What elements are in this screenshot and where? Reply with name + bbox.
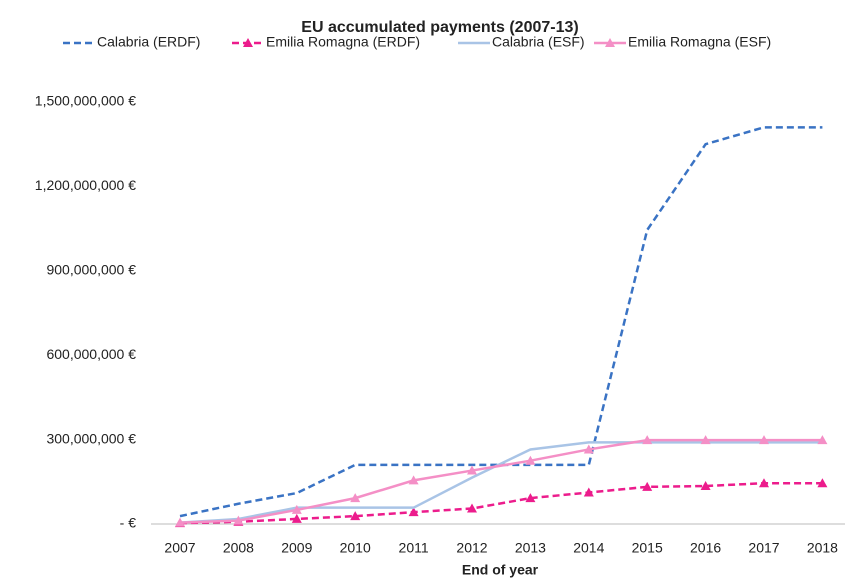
point-marker	[175, 517, 185, 527]
point-marker	[583, 444, 594, 454]
point-marker	[700, 435, 711, 445]
point-marker	[467, 465, 477, 475]
point-marker	[759, 435, 769, 445]
series-line	[179, 441, 823, 524]
point-marker	[583, 487, 594, 497]
x-tick-label: 2018	[807, 540, 838, 556]
point-marker	[642, 435, 653, 445]
chart-title: EU accumulated payments (2007-13)	[301, 19, 578, 36]
point-marker	[759, 478, 769, 488]
point-marker	[817, 478, 828, 488]
y-tick-label: 600,000,000 €	[46, 346, 136, 362]
series-line	[179, 438, 823, 524]
x-tick-label: 2007	[164, 540, 195, 556]
point-marker	[700, 481, 711, 491]
y-tick-label: 900,000,000 €	[46, 262, 136, 278]
x-tick-label: 2008	[223, 540, 254, 556]
y-tick-label: 300,000,000 €	[46, 430, 136, 446]
point-marker	[350, 493, 361, 503]
point-marker	[817, 435, 828, 445]
point-marker	[408, 507, 419, 517]
y-tick-label: - €	[120, 515, 137, 531]
y-tick-label: 1,200,000,000 €	[35, 177, 136, 193]
legend-label: Emilia Romagna (ESF)	[628, 34, 771, 50]
x-tick-label: 2013	[515, 540, 546, 556]
legend-marker	[243, 38, 253, 47]
x-tick-label: 2011	[399, 540, 429, 556]
point-marker	[291, 504, 302, 514]
x-tick-label: 2016	[690, 540, 721, 556]
point-marker	[642, 481, 653, 491]
x-tick-label: 2009	[281, 540, 312, 556]
x-axis-label: End of year	[462, 562, 539, 578]
x-tick-label: 2012	[456, 540, 487, 556]
point-marker	[291, 513, 302, 523]
y-tick-label: 1,500,000,000 €	[35, 93, 136, 109]
point-marker	[467, 503, 477, 513]
series-line	[179, 126, 823, 518]
x-tick-label: 2014	[573, 540, 604, 556]
legend-marker	[605, 38, 615, 47]
point-marker	[408, 475, 419, 485]
x-tick-label: 2017	[748, 540, 779, 556]
series-line	[179, 481, 823, 525]
point-marker	[233, 515, 244, 525]
point-marker	[525, 455, 536, 465]
legend-label: Emilia Romagna (ERDF)	[266, 34, 420, 50]
legend-label: Calabria (ESF)	[492, 34, 585, 50]
x-tick-label: 2015	[632, 540, 663, 556]
point-marker	[525, 493, 536, 503]
x-tick-label: 2010	[340, 540, 371, 556]
legend-label: Calabria (ERDF)	[97, 34, 200, 50]
point-marker	[350, 511, 361, 521]
